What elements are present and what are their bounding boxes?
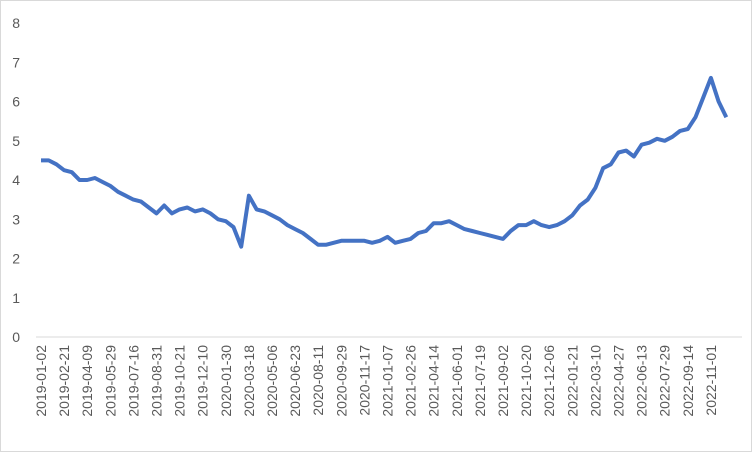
y-tick-label: 1 xyxy=(12,290,20,306)
x-tick-label: 2021-06-01 xyxy=(449,345,465,417)
x-tick-label: 2021-12-06 xyxy=(541,345,557,417)
y-tick-label: 7 xyxy=(12,54,20,70)
x-tick-label: 2022-01-21 xyxy=(564,345,580,417)
x-tick-label: 2021-02-26 xyxy=(403,345,419,417)
x-tick-label: 2021-10-20 xyxy=(518,345,534,417)
y-tick-label: 2 xyxy=(12,251,20,267)
x-tick-label: 2022-09-14 xyxy=(680,345,696,417)
x-tick-label: 2022-06-13 xyxy=(634,345,650,417)
x-tick-label: 2019-07-16 xyxy=(125,345,141,417)
x-tick-label: 2019-05-29 xyxy=(102,345,118,417)
x-tick-label: 2022-11-01 xyxy=(703,345,719,416)
x-tick-label: 2020-01-30 xyxy=(218,345,234,417)
x-tick-label: 2021-09-02 xyxy=(495,345,511,417)
x-tick-label: 2022-04-27 xyxy=(611,345,627,417)
x-tick-label: 2022-03-10 xyxy=(587,345,603,417)
x-tick-label: 2019-10-21 xyxy=(172,345,188,417)
x-tick-label: 2020-05-06 xyxy=(264,345,280,417)
y-tick-label: 4 xyxy=(12,172,20,188)
x-tick-label: 2019-04-09 xyxy=(79,345,95,417)
y-tick-label: 8 xyxy=(12,15,20,31)
x-tick-label: 2019-01-02 xyxy=(33,345,49,417)
x-tick-label: 2022-07-29 xyxy=(657,345,673,417)
data-line xyxy=(41,75,729,249)
y-tick-label: 6 xyxy=(12,94,20,110)
x-tick-label: 2020-06-23 xyxy=(287,345,303,417)
x-tick-label: 2020-11-17 xyxy=(356,345,372,416)
x-tick-label: 2019-12-10 xyxy=(195,345,211,417)
y-tick-label: 5 xyxy=(12,133,20,149)
x-tick-label: 2021-01-07 xyxy=(380,345,396,417)
x-tick-label: 2020-08-11 xyxy=(310,345,326,416)
x-tick-label: 2019-08-31 xyxy=(149,345,165,417)
x-tick-label: 2020-09-29 xyxy=(333,345,349,417)
x-tick-label: 2021-04-14 xyxy=(426,345,442,417)
y-tick-label: 3 xyxy=(12,211,20,227)
y-tick-label: 0 xyxy=(12,329,20,345)
x-tick-label: 2021-07-19 xyxy=(472,345,488,417)
x-tick-label: 2020-03-18 xyxy=(241,345,257,417)
x-tick-label: 2019-02-21 xyxy=(56,345,72,417)
